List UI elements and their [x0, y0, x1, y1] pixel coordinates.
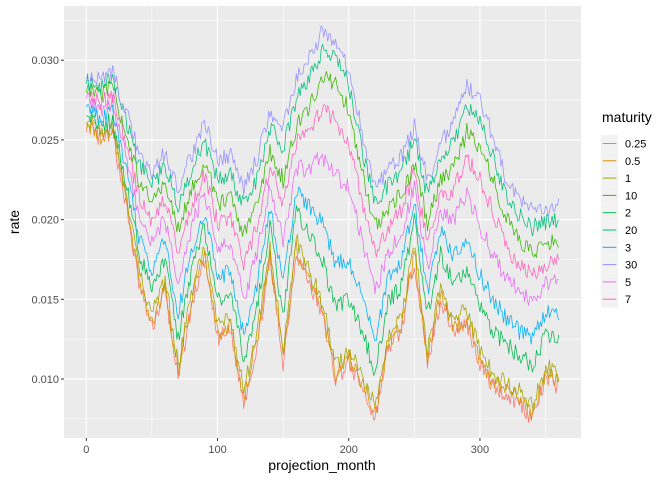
- series-line-0_25: [85, 120, 559, 423]
- series-line-2: [86, 110, 560, 376]
- legend-label: 7: [625, 294, 631, 306]
- series-line-10: [85, 71, 559, 258]
- y-axis-title: rate: [6, 210, 22, 234]
- series-line-20: [85, 43, 560, 237]
- legend-item: 0.25: [601, 135, 646, 152]
- legend-label: 0.25: [625, 139, 646, 151]
- legend-item: 5: [601, 273, 631, 291]
- y-tick-label: 0.030: [31, 55, 59, 67]
- legend-item: 2: [601, 204, 631, 222]
- x-axis-title: projection_month: [268, 457, 375, 473]
- y-tick-label: 0.020: [31, 215, 59, 227]
- y-tick-label: 0.025: [31, 135, 59, 147]
- legend-item: 3: [601, 238, 631, 256]
- legend-item: 1: [601, 169, 631, 187]
- legend-label: 30: [625, 260, 637, 272]
- series-line-7: [86, 90, 560, 280]
- legend-item: 0.5: [601, 152, 640, 170]
- x-axis: 0 100 200 300: [83, 438, 489, 456]
- legend-title: maturity: [602, 109, 652, 125]
- series-line-30: [85, 25, 560, 217]
- grid-major: [64, 6, 581, 438]
- legend-label: 10: [625, 190, 637, 202]
- x-tick-label: 300: [471, 444, 489, 456]
- legend-label: 3: [625, 242, 631, 254]
- legend-label: 0.5: [625, 156, 640, 168]
- legend-item: 30: [601, 256, 637, 274]
- x-tick-label: 200: [340, 444, 358, 456]
- series-line-1: [85, 115, 560, 411]
- legend-item: 7: [601, 290, 631, 308]
- x-tick-label: 0: [83, 444, 89, 456]
- legend-label: 5: [625, 277, 631, 289]
- y-tick-label: 0.010: [31, 374, 59, 386]
- legend-label: 2: [625, 208, 631, 220]
- series-lines: [85, 25, 560, 423]
- legend-label: 20: [625, 225, 637, 237]
- legend-item: 10: [601, 186, 637, 204]
- x-tick-label: 100: [208, 444, 226, 456]
- legend-item: 20: [601, 221, 637, 239]
- y-tick-label: 0.015: [31, 294, 59, 306]
- series-line-3: [85, 104, 560, 345]
- series-line-5: [85, 92, 559, 306]
- legend-label: 1: [625, 173, 631, 185]
- y-axis: 0.010 0.015 0.020 0.025 0.030: [31, 55, 64, 386]
